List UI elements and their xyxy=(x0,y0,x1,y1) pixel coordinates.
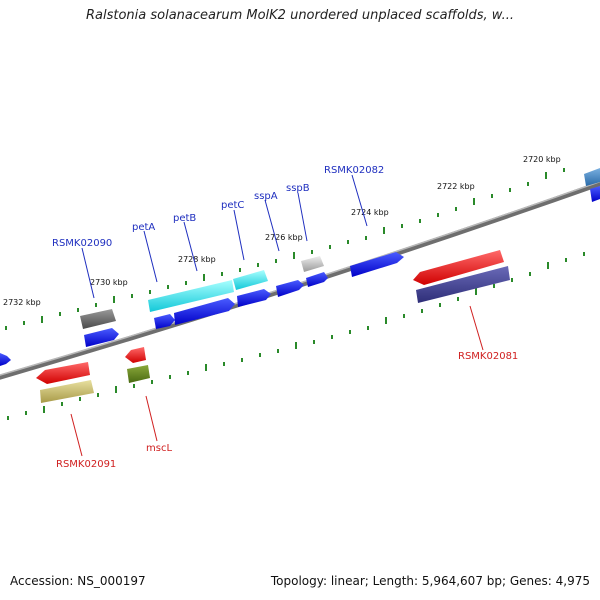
scale-label-2720: 2720 kbp xyxy=(523,155,561,164)
accession-text: Accession: NS_000197 xyxy=(10,574,146,588)
gene-petc[interactable] xyxy=(233,270,271,307)
gene-mscl[interactable] xyxy=(125,347,150,383)
topology-text: Topology: linear; Length: 5,964,607 bp; … xyxy=(270,574,590,588)
gene-sspa[interactable] xyxy=(276,280,304,297)
gene-petb[interactable] xyxy=(174,298,235,325)
label-rsmk02091[interactable]: RSMK02091 xyxy=(56,459,116,470)
gene-rsmk02082[interactable] xyxy=(350,252,404,277)
label-mscl[interactable]: mscL xyxy=(146,443,172,454)
label-sspa[interactable]: sspA xyxy=(254,191,278,202)
scale-label-2722: 2722 kbp xyxy=(437,182,475,191)
leader-lines-forward xyxy=(81,174,368,299)
scale-label-2724: 2724 kbp xyxy=(351,208,389,217)
gene-forward-edge[interactable] xyxy=(584,168,600,202)
leader-lines-reverse xyxy=(70,305,484,457)
scale-label-2732: 2732 kbp xyxy=(3,298,41,307)
label-petc[interactable]: petC xyxy=(221,200,244,211)
scale-label-2728: 2728 kbp xyxy=(178,255,216,264)
label-rsmk02090[interactable]: RSMK02090 xyxy=(52,238,112,249)
label-rsmk02082[interactable]: RSMK02082 xyxy=(324,165,384,176)
label-rsmk02081[interactable]: RSMK02081 xyxy=(458,351,518,362)
label-peta[interactable]: petA xyxy=(132,222,155,233)
gene-rsmk02081[interactable] xyxy=(413,250,510,303)
gene-sspb[interactable] xyxy=(301,256,328,287)
gene-peta[interactable] xyxy=(148,280,234,329)
scale-label-2726: 2726 kbp xyxy=(265,233,303,242)
label-sspb[interactable]: sspB xyxy=(286,183,310,194)
label-petb[interactable]: petB xyxy=(173,213,196,224)
map-title: Ralstonia solanacearum MolK2 unordered u… xyxy=(85,8,514,23)
gene-rsmk02090[interactable] xyxy=(80,309,119,347)
gene-left-edge[interactable] xyxy=(0,353,11,366)
upper-scale-ticks xyxy=(5,168,565,330)
gene-rsmk02091[interactable] xyxy=(36,362,94,403)
lower-scale-ticks xyxy=(7,252,585,420)
scale-label-2730: 2730 kbp xyxy=(90,278,128,287)
